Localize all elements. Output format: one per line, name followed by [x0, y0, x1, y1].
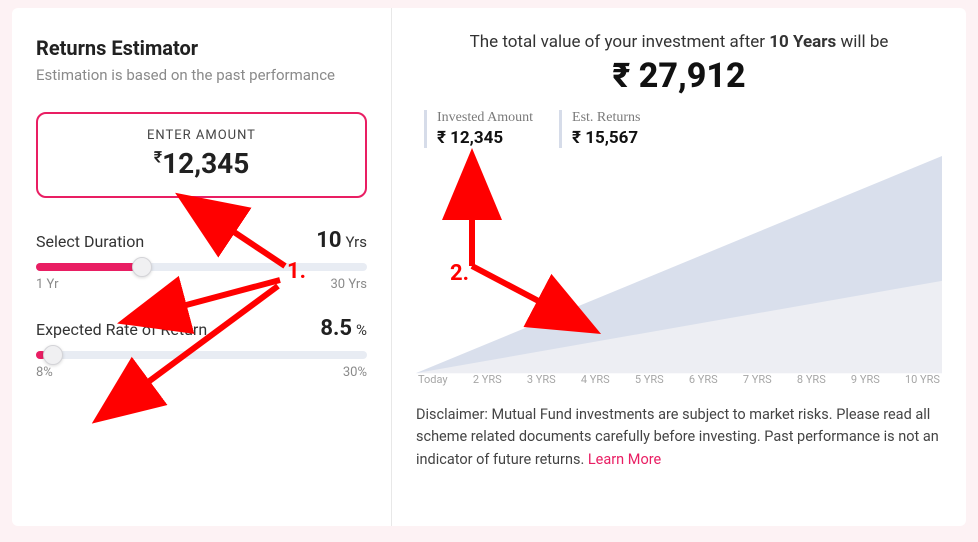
breakdown-row: Invested Amount ₹ 12,345 Est. Returns ₹ … [424, 110, 942, 148]
xaxis-tick: 5 YRS [635, 373, 664, 386]
duration-slider[interactable] [36, 263, 367, 271]
amount-input-box[interactable]: ENTER AMOUNT ₹12,345 [36, 112, 367, 198]
inputs-column: Returns Estimator Estimation is based on… [12, 8, 392, 526]
duration-value-wrap: 10Yrs [316, 228, 367, 253]
duration-slider-row: Select Duration 10Yrs 1 Yr 30 Yrs [36, 228, 367, 292]
duration-min: 1 Yr [36, 277, 59, 292]
duration-slider-fill [36, 263, 142, 271]
xaxis-tick: 3 YRS [527, 373, 556, 386]
rate-max: 30% [343, 365, 367, 380]
invested-value: ₹ 12,345 [437, 128, 533, 148]
rate-slider-row: Expected Rate of Return 8.5% 8% 30% [36, 316, 367, 380]
panel-subtitle: Estimation is based on the past performa… [36, 66, 367, 84]
invested-block: Invested Amount ₹ 12,345 [424, 110, 533, 148]
duration-label: Select Duration [36, 232, 144, 251]
duration-max: 30 Yrs [330, 277, 367, 292]
panel-title: Returns Estimator [36, 36, 367, 60]
xaxis-tick: 9 YRS [851, 373, 880, 386]
returns-label: Est. Returns [572, 110, 640, 126]
xaxis-tick: 6 YRS [689, 373, 718, 386]
amount-value: ₹12,345 [38, 147, 365, 180]
rate-slider[interactable] [36, 351, 367, 359]
total-sentence: The total value of your investment after… [416, 32, 942, 52]
invested-label: Invested Amount [437, 110, 533, 126]
total-duration: 10 Years [769, 32, 836, 52]
returns-value: ₹ 15,567 [572, 128, 640, 148]
duration-value: 10 [316, 228, 341, 253]
rate-value-wrap: 8.5% [320, 316, 367, 341]
xaxis-tick: 7 YRS [743, 373, 772, 386]
rate-value: 8.5 [320, 316, 352, 341]
xaxis-tick: 2 YRS [473, 373, 502, 386]
returns-estimator-panel: Returns Estimator Estimation is based on… [12, 8, 966, 526]
xaxis-tick: 4 YRS [581, 373, 610, 386]
xaxis-tick: Today [418, 373, 448, 386]
total-value: ₹ 27,912 [416, 56, 942, 96]
growth-chart: Today 2 YRS 3 YRS 4 YRS 5 YRS 6 YRS 7 YR… [416, 156, 942, 384]
rate-label: Expected Rate of Return [36, 320, 207, 339]
learn-more-link[interactable]: Learn More [588, 451, 661, 468]
returns-block: Est. Returns ₹ 15,567 [559, 110, 640, 148]
rate-slider-thumb[interactable] [43, 345, 63, 365]
amount-label: ENTER AMOUNT [38, 128, 365, 143]
xaxis-tick: 8 YRS [797, 373, 826, 386]
duration-slider-thumb[interactable] [132, 257, 152, 277]
xaxis-tick: 10 YRS [905, 373, 940, 386]
disclaimer-text: Disclaimer: Mutual Fund investments are … [416, 404, 942, 471]
rate-unit: % [356, 321, 367, 339]
rupee-icon: ₹ [154, 148, 162, 167]
results-column: The total value of your investment after… [392, 8, 966, 526]
duration-unit: Yrs [345, 233, 367, 251]
amount-number: 12,345 [162, 147, 249, 180]
rate-min: 8% [36, 365, 53, 380]
growth-chart-svg [416, 156, 942, 384]
chart-xaxis: Today 2 YRS 3 YRS 4 YRS 5 YRS 6 YRS 7 YR… [416, 373, 942, 386]
